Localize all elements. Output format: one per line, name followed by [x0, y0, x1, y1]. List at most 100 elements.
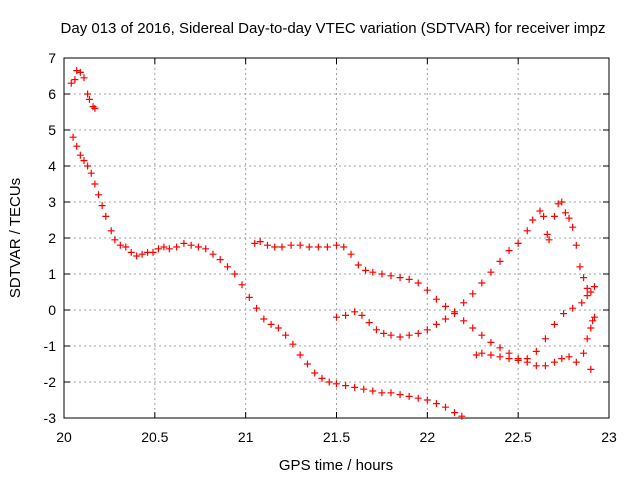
data-point — [380, 329, 388, 337]
data-point — [560, 310, 568, 318]
data-point — [460, 317, 468, 325]
data-point — [263, 241, 271, 249]
data-point — [71, 76, 79, 84]
data-point — [333, 380, 340, 388]
data-point — [116, 241, 124, 249]
data-point — [84, 90, 92, 98]
data-point — [423, 326, 431, 334]
data-point — [432, 295, 440, 303]
y-tick-label: -1 — [44, 338, 57, 354]
data-point — [541, 362, 549, 370]
data-point — [572, 358, 580, 366]
data-point — [238, 281, 246, 289]
data-point — [396, 391, 404, 399]
y-tick-label: 0 — [48, 302, 56, 318]
axis-ticks — [63, 57, 610, 419]
data-point — [165, 245, 173, 253]
data-point — [472, 351, 480, 359]
data-point — [580, 274, 588, 282]
data-point — [91, 180, 99, 188]
data-point — [396, 333, 404, 341]
data-point — [102, 212, 110, 220]
data-point — [245, 293, 253, 301]
data-point — [589, 317, 597, 325]
data-point — [154, 245, 162, 253]
data-point — [587, 288, 595, 296]
x-tick-labels: 20 20.5 21 21.5 22 22.5 23 — [56, 429, 617, 445]
x-tick-label: 22.5 — [505, 429, 532, 445]
y-tick-label: 4 — [48, 158, 56, 174]
data-point — [523, 227, 531, 235]
data-point — [558, 198, 566, 206]
data-point — [583, 284, 591, 292]
data-point — [423, 286, 431, 294]
data-point — [311, 369, 319, 377]
data-point — [98, 202, 106, 210]
data-points — [67, 67, 598, 420]
data-point — [69, 133, 77, 141]
data-point — [91, 104, 99, 112]
data-point — [323, 243, 331, 251]
data-point — [369, 268, 377, 276]
data-point — [414, 394, 422, 402]
data-point — [289, 340, 297, 348]
data-point — [149, 248, 157, 256]
x-tick-label: 20 — [56, 429, 72, 445]
data-point — [414, 279, 422, 287]
x-tick-label: 20.5 — [141, 429, 168, 445]
data-point — [523, 355, 531, 363]
data-point — [514, 239, 522, 247]
data-point — [202, 245, 210, 253]
data-point — [590, 313, 598, 321]
data-point — [73, 67, 81, 75]
data-point — [342, 382, 350, 390]
data-point — [111, 236, 119, 244]
data-point — [569, 304, 577, 312]
data-point — [260, 315, 268, 323]
data-point — [251, 239, 259, 247]
data-point — [551, 212, 558, 220]
y-tick-label: 6 — [48, 86, 56, 102]
grid-lines — [64, 58, 609, 418]
data-point — [487, 351, 495, 359]
data-point — [558, 355, 566, 363]
data-point — [351, 308, 359, 316]
data-point — [107, 227, 115, 235]
data-point — [73, 142, 81, 150]
data-point — [583, 292, 591, 300]
data-point — [451, 308, 459, 316]
data-point — [89, 103, 97, 111]
data-point — [87, 169, 95, 177]
data-point — [274, 324, 282, 332]
data-point — [442, 302, 449, 310]
data-point — [442, 315, 449, 323]
data-point — [282, 331, 290, 339]
chart-title: Day 013 of 2016, Sidereal Day-to-day VTE… — [61, 20, 606, 37]
data-point — [76, 151, 84, 159]
y-tick-label: 5 — [48, 122, 56, 138]
data-point — [587, 365, 595, 373]
data-point — [187, 241, 195, 249]
x-tick-label: 21 — [238, 429, 254, 445]
data-point — [362, 266, 370, 274]
data-point — [583, 335, 591, 343]
data-point — [224, 263, 231, 271]
data-point — [305, 243, 313, 251]
data-point — [405, 392, 413, 400]
data-point — [532, 362, 540, 370]
data-point — [365, 319, 373, 327]
data-point — [532, 347, 540, 355]
data-point — [569, 223, 577, 231]
data-point — [267, 320, 275, 328]
data-point — [296, 351, 304, 359]
data-point — [231, 270, 239, 278]
data-point — [85, 95, 93, 103]
data-point — [478, 349, 486, 357]
data-point — [469, 324, 477, 332]
data-point — [561, 209, 569, 217]
data-point — [347, 250, 355, 258]
data-point — [536, 207, 544, 215]
data-point — [578, 299, 586, 307]
data-point — [487, 268, 495, 276]
